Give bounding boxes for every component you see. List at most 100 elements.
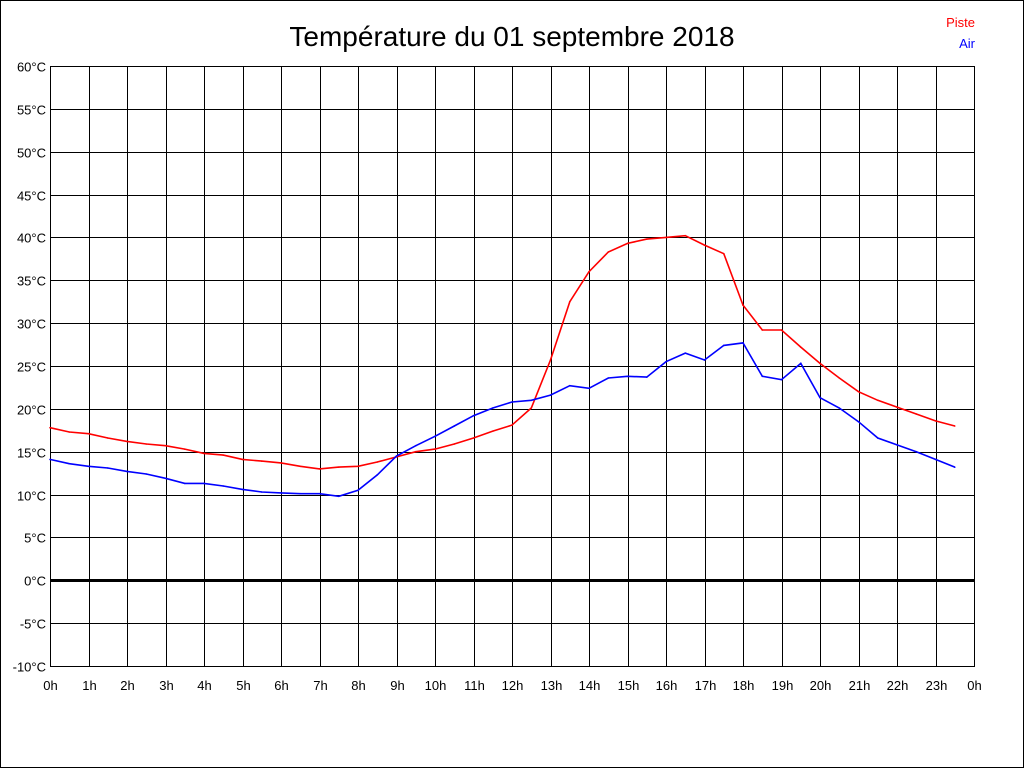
data-point-piste: [318, 468, 321, 470]
y-tick-label: 35°C: [17, 274, 46, 289]
data-point-piste: [414, 450, 417, 453]
data-point-piste: [645, 238, 648, 240]
x-tick-label: 12h: [502, 678, 524, 693]
x-tick-label: 9h: [390, 678, 404, 693]
data-point-air: [299, 492, 302, 495]
y-tick-label: 55°C: [17, 103, 46, 118]
data-point-air: [799, 362, 802, 365]
data-point-air: [876, 437, 879, 439]
data-point-piste: [953, 425, 956, 427]
data-point-piste: [145, 443, 148, 445]
data-point-piste: [665, 236, 667, 239]
data-point-air: [280, 492, 282, 494]
x-tick-label: 19h: [772, 678, 794, 693]
data-point-piste: [203, 452, 205, 455]
data-point-air: [549, 394, 552, 396]
x-tick-label: 18h: [733, 678, 755, 693]
data-point-piste: [511, 424, 513, 426]
series-line-piste: [49, 234, 956, 470]
y-tick-label: 60°C: [17, 60, 46, 75]
data-point-air: [684, 352, 687, 354]
data-point-piste: [588, 270, 590, 273]
y-tick-label: 45°C: [17, 189, 46, 204]
data-point-piste: [183, 448, 186, 450]
data-point-piste: [222, 454, 225, 456]
data-point-piste: [68, 431, 71, 433]
data-point-air: [607, 377, 610, 379]
data-point-piste: [838, 377, 841, 379]
y-tick-label: 30°C: [17, 317, 46, 332]
data-point-piste: [106, 437, 109, 439]
data-point-piste: [299, 465, 302, 468]
data-point-air: [491, 407, 494, 409]
data-point-air: [761, 375, 764, 378]
data-point-air: [337, 495, 340, 498]
x-tick-label: 15h: [618, 678, 640, 693]
data-point-air: [414, 444, 417, 447]
x-tick-label: 6h: [274, 678, 288, 693]
data-point-air: [203, 482, 205, 485]
data-point-air: [626, 375, 629, 378]
data-point-air: [164, 477, 167, 480]
data-point-piste: [126, 440, 128, 443]
x-tick-label: 7h: [313, 678, 327, 693]
data-point-air: [934, 458, 937, 461]
data-point-air: [703, 359, 706, 361]
data-point-air: [896, 444, 898, 446]
x-tick-label: 14h: [579, 678, 601, 693]
data-point-piste: [530, 407, 533, 409]
data-point-piste: [260, 460, 263, 462]
data-point-piste: [568, 300, 571, 303]
data-point-piste: [453, 443, 456, 445]
data-point-air: [588, 387, 590, 390]
data-point-piste: [761, 329, 764, 331]
data-point-piste: [49, 426, 51, 429]
data-point-piste: [549, 359, 552, 361]
data-point-air: [49, 458, 51, 461]
data-point-air: [780, 378, 783, 381]
x-tick-label: 22h: [887, 678, 909, 693]
x-tick-label: 17h: [695, 678, 717, 693]
x-tick-label: 21h: [849, 678, 871, 693]
x-tick-label: 10h: [425, 678, 447, 693]
data-point-piste: [915, 413, 918, 415]
x-tick-label: 13h: [541, 678, 563, 693]
data-point-piste: [241, 458, 244, 461]
data-point-piste: [491, 430, 494, 432]
data-point-air: [357, 489, 359, 492]
data-point-air: [222, 485, 225, 487]
data-point-air: [472, 414, 475, 417]
y-tick-label: 0°C: [24, 574, 46, 589]
data-point-air: [318, 492, 321, 495]
data-point-piste: [626, 242, 629, 245]
x-tick-label: 0h: [43, 678, 57, 693]
y-tick-label: 10°C: [17, 489, 46, 504]
x-tick-label: 0h: [967, 678, 981, 693]
x-tick-label: 4h: [197, 678, 211, 693]
series-line-air: [49, 342, 956, 498]
data-point-air: [722, 344, 725, 347]
data-point-piste: [934, 420, 937, 422]
y-tick-label: 40°C: [17, 231, 46, 246]
data-point-air: [530, 399, 533, 402]
x-tick-label: 5h: [236, 678, 250, 693]
data-point-piste: [799, 346, 802, 348]
x-tick-label: 20h: [810, 678, 832, 693]
data-point-piste: [376, 461, 379, 463]
data-point-air: [568, 384, 571, 387]
data-point-piste: [357, 465, 359, 468]
data-point-piste: [857, 390, 860, 393]
data-point-piste: [780, 329, 783, 331]
data-point-piste: [684, 234, 687, 237]
data-point-piste: [607, 251, 610, 253]
data-point-air: [645, 376, 648, 378]
data-point-piste: [164, 444, 167, 447]
x-tick-label: 3h: [159, 678, 173, 693]
data-point-air: [434, 435, 436, 438]
data-point-piste: [703, 244, 706, 246]
legend-piste: Piste: [946, 15, 975, 30]
x-tick-label: 1h: [82, 678, 96, 693]
data-point-air: [183, 482, 186, 485]
data-point-air: [145, 473, 148, 475]
